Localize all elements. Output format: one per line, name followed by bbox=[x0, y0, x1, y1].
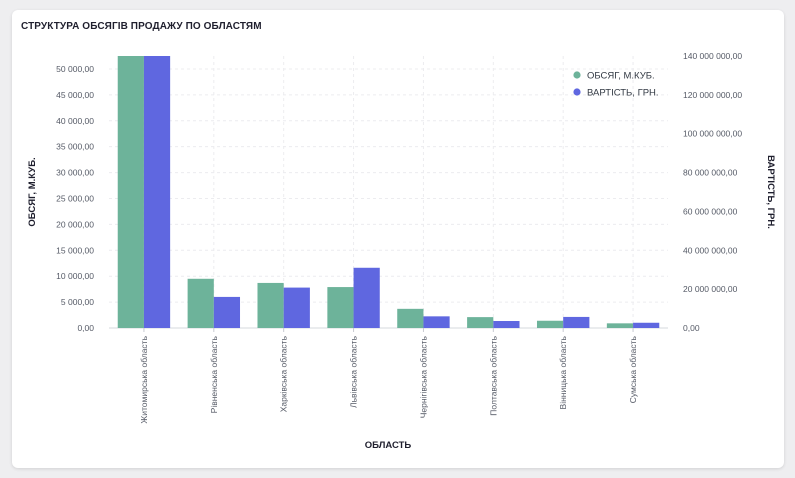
y-right-tick-label: 100 000 000,00 bbox=[683, 129, 742, 139]
legend-marker bbox=[573, 71, 581, 79]
x-tick-label: Харківська область bbox=[279, 335, 289, 412]
chart-title: СТРУКТУРА ОБСЯГІВ ПРОДАЖУ ПО ОБЛАСТЯМ bbox=[21, 21, 262, 32]
x-axis-title: ОБЛАСТЬ bbox=[365, 440, 412, 451]
bar-chart: 0,00 5 000,00 10 000,00 15 000,00 20 000,00 2… bbox=[27, 51, 776, 451]
x-tick-label: Житомирська область bbox=[139, 335, 149, 423]
y-left-tick-label: 5 000,00 bbox=[61, 297, 94, 307]
chart-card: СТРУКТУРА ОБСЯГІВ ПРОДАЖУ ПО ОБЛАСТЯМ 0,… bbox=[12, 10, 784, 468]
bar-value[interactable] bbox=[563, 316, 590, 328]
bar-value[interactable] bbox=[493, 321, 520, 328]
x-tick-label: Полтавська область bbox=[488, 335, 498, 415]
y-axis-left-title: ОБСЯГ, М.КУБ. bbox=[27, 157, 38, 226]
legend: ОБСЯГ, М.КУБ. ВАРТІСТЬ, ГРН. bbox=[573, 71, 659, 99]
bar-volume[interactable] bbox=[257, 282, 284, 328]
bar-value[interactable] bbox=[213, 296, 241, 328]
bar-volume[interactable] bbox=[327, 287, 354, 328]
bar-volume[interactable] bbox=[397, 308, 424, 328]
y-right-tick-label: 120 000 000,00 bbox=[683, 90, 742, 100]
bar-value[interactable] bbox=[633, 322, 660, 328]
y-left-tick-label: 40 000,00 bbox=[56, 116, 94, 126]
bar-volume[interactable] bbox=[187, 278, 214, 328]
y-left-tick-label: 0,00 bbox=[77, 323, 94, 333]
y-left-tick-label: 15 000,00 bbox=[56, 245, 94, 255]
legend-label[interactable]: ОБСЯГ, М.КУБ. bbox=[587, 71, 655, 82]
y-left-tick-label: 50 000,00 bbox=[56, 64, 94, 74]
y-right-tick-label: 0,00 bbox=[683, 323, 700, 333]
y-left-tick-label: 45 000,00 bbox=[56, 90, 94, 100]
y-left-tick-label: 10 000,00 bbox=[56, 271, 94, 281]
legend-marker bbox=[573, 88, 581, 96]
y-left-tick-label: 35 000,00 bbox=[56, 142, 94, 152]
x-tick-label: Сумська область bbox=[628, 335, 638, 403]
y-left-tick-label: 20 000,00 bbox=[56, 219, 94, 229]
bar-value[interactable] bbox=[353, 267, 380, 328]
bar-volume[interactable] bbox=[606, 323, 634, 328]
y-right-tick-label: 40 000 000,00 bbox=[683, 245, 738, 255]
y-right-tick-label: 140 000 000,00 bbox=[683, 51, 742, 61]
bar-value[interactable] bbox=[143, 56, 171, 328]
x-tick-label: Рівненська область bbox=[209, 335, 219, 413]
left-axis-ticks: 0,00 5 000,00 10 000,00 15 000,00 20 000,00 2… bbox=[56, 64, 94, 333]
bar-value[interactable] bbox=[423, 316, 450, 328]
x-axis-ticks: Житомирська область Рівненська область Хар… bbox=[139, 328, 638, 424]
legend-label[interactable]: ВАРТІСТЬ, ГРН. bbox=[587, 88, 659, 99]
bar-volume[interactable] bbox=[536, 320, 564, 328]
y-left-tick-label: 25 000,00 bbox=[56, 193, 94, 203]
bar-volume[interactable] bbox=[467, 317, 494, 328]
y-right-tick-label: 60 000 000,00 bbox=[683, 206, 738, 216]
bar-volume[interactable] bbox=[117, 56, 144, 328]
y-right-tick-label: 80 000 000,00 bbox=[683, 168, 738, 178]
right-axis-ticks: 0,00 20 000 000,00 40 000 000,00 60 000 000… bbox=[683, 51, 742, 333]
x-tick-label: Львівська область bbox=[349, 335, 359, 408]
y-axis-right-title: ВАРТІСТЬ, ГРН. bbox=[765, 155, 776, 229]
y-right-tick-label: 20 000 000,00 bbox=[683, 284, 738, 294]
x-tick-label: Вінницька область bbox=[558, 335, 568, 409]
bar-value[interactable] bbox=[283, 287, 310, 328]
y-left-tick-label: 30 000,00 bbox=[56, 168, 94, 178]
bars bbox=[117, 56, 660, 328]
x-tick-label: Чернігівська область bbox=[418, 335, 428, 418]
